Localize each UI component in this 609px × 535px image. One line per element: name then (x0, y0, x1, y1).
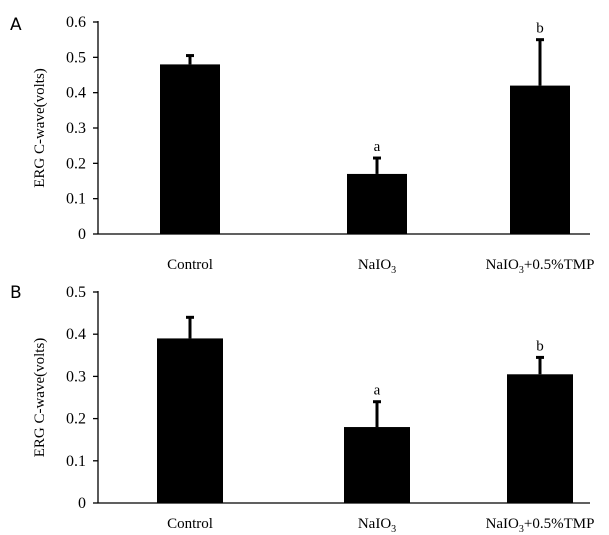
y-tick-label: 0.4 (66, 85, 86, 102)
x-tick-label: NaIO3+0.5%TMP (486, 257, 595, 276)
x-tick-label: NaIO3 (358, 257, 396, 276)
bar (507, 374, 573, 503)
bar (160, 64, 220, 235)
panel-label: B (10, 283, 22, 303)
x-tick-label: NaIO3 (358, 516, 396, 535)
y-tick-label: 0.2 (66, 411, 86, 428)
significance-label: a (374, 383, 381, 399)
y-tick-label: 0.5 (66, 49, 86, 66)
panel-label: A (10, 15, 22, 35)
x-tick-label: Control (167, 257, 213, 273)
bar (510, 85, 570, 234)
y-tick-label: 0.3 (66, 368, 86, 385)
y-tick-label: 0.5 (66, 284, 86, 301)
significance-label: a (374, 139, 381, 155)
y-tick-label: 0.2 (66, 155, 86, 172)
chart-panel-b: B 0 0.1 0.2 0.3 0.4 0.5 ERG C-wave(volts) Contro… (10, 283, 594, 535)
y-tick-label: 0.1 (66, 191, 86, 208)
x-tick-label: Control (167, 516, 213, 532)
y-tick-label: 0.1 (66, 453, 86, 470)
y-axis-label: ERG C-wave(volts) (32, 338, 48, 458)
y-axis-label: ERG C-wave(volts) (32, 68, 48, 188)
bar (344, 427, 410, 503)
significance-label: b (536, 338, 544, 354)
y-tick-label: 0.6 (66, 14, 86, 31)
y-tick-label: 0 (78, 495, 86, 512)
bar (347, 173, 407, 234)
x-tick-label: NaIO3+0.5%TMP (486, 516, 595, 535)
y-tick-label: 0.4 (66, 326, 86, 343)
chart-panel-a: A 0 0.1 0.2 0.3 0.4 0.5 0.6 ERG C-wave(volts) Con… (10, 14, 594, 276)
bar (157, 338, 223, 503)
y-tick-label: 0.3 (66, 120, 86, 137)
y-tick-label: 0 (78, 226, 86, 243)
significance-label: b (536, 21, 544, 37)
